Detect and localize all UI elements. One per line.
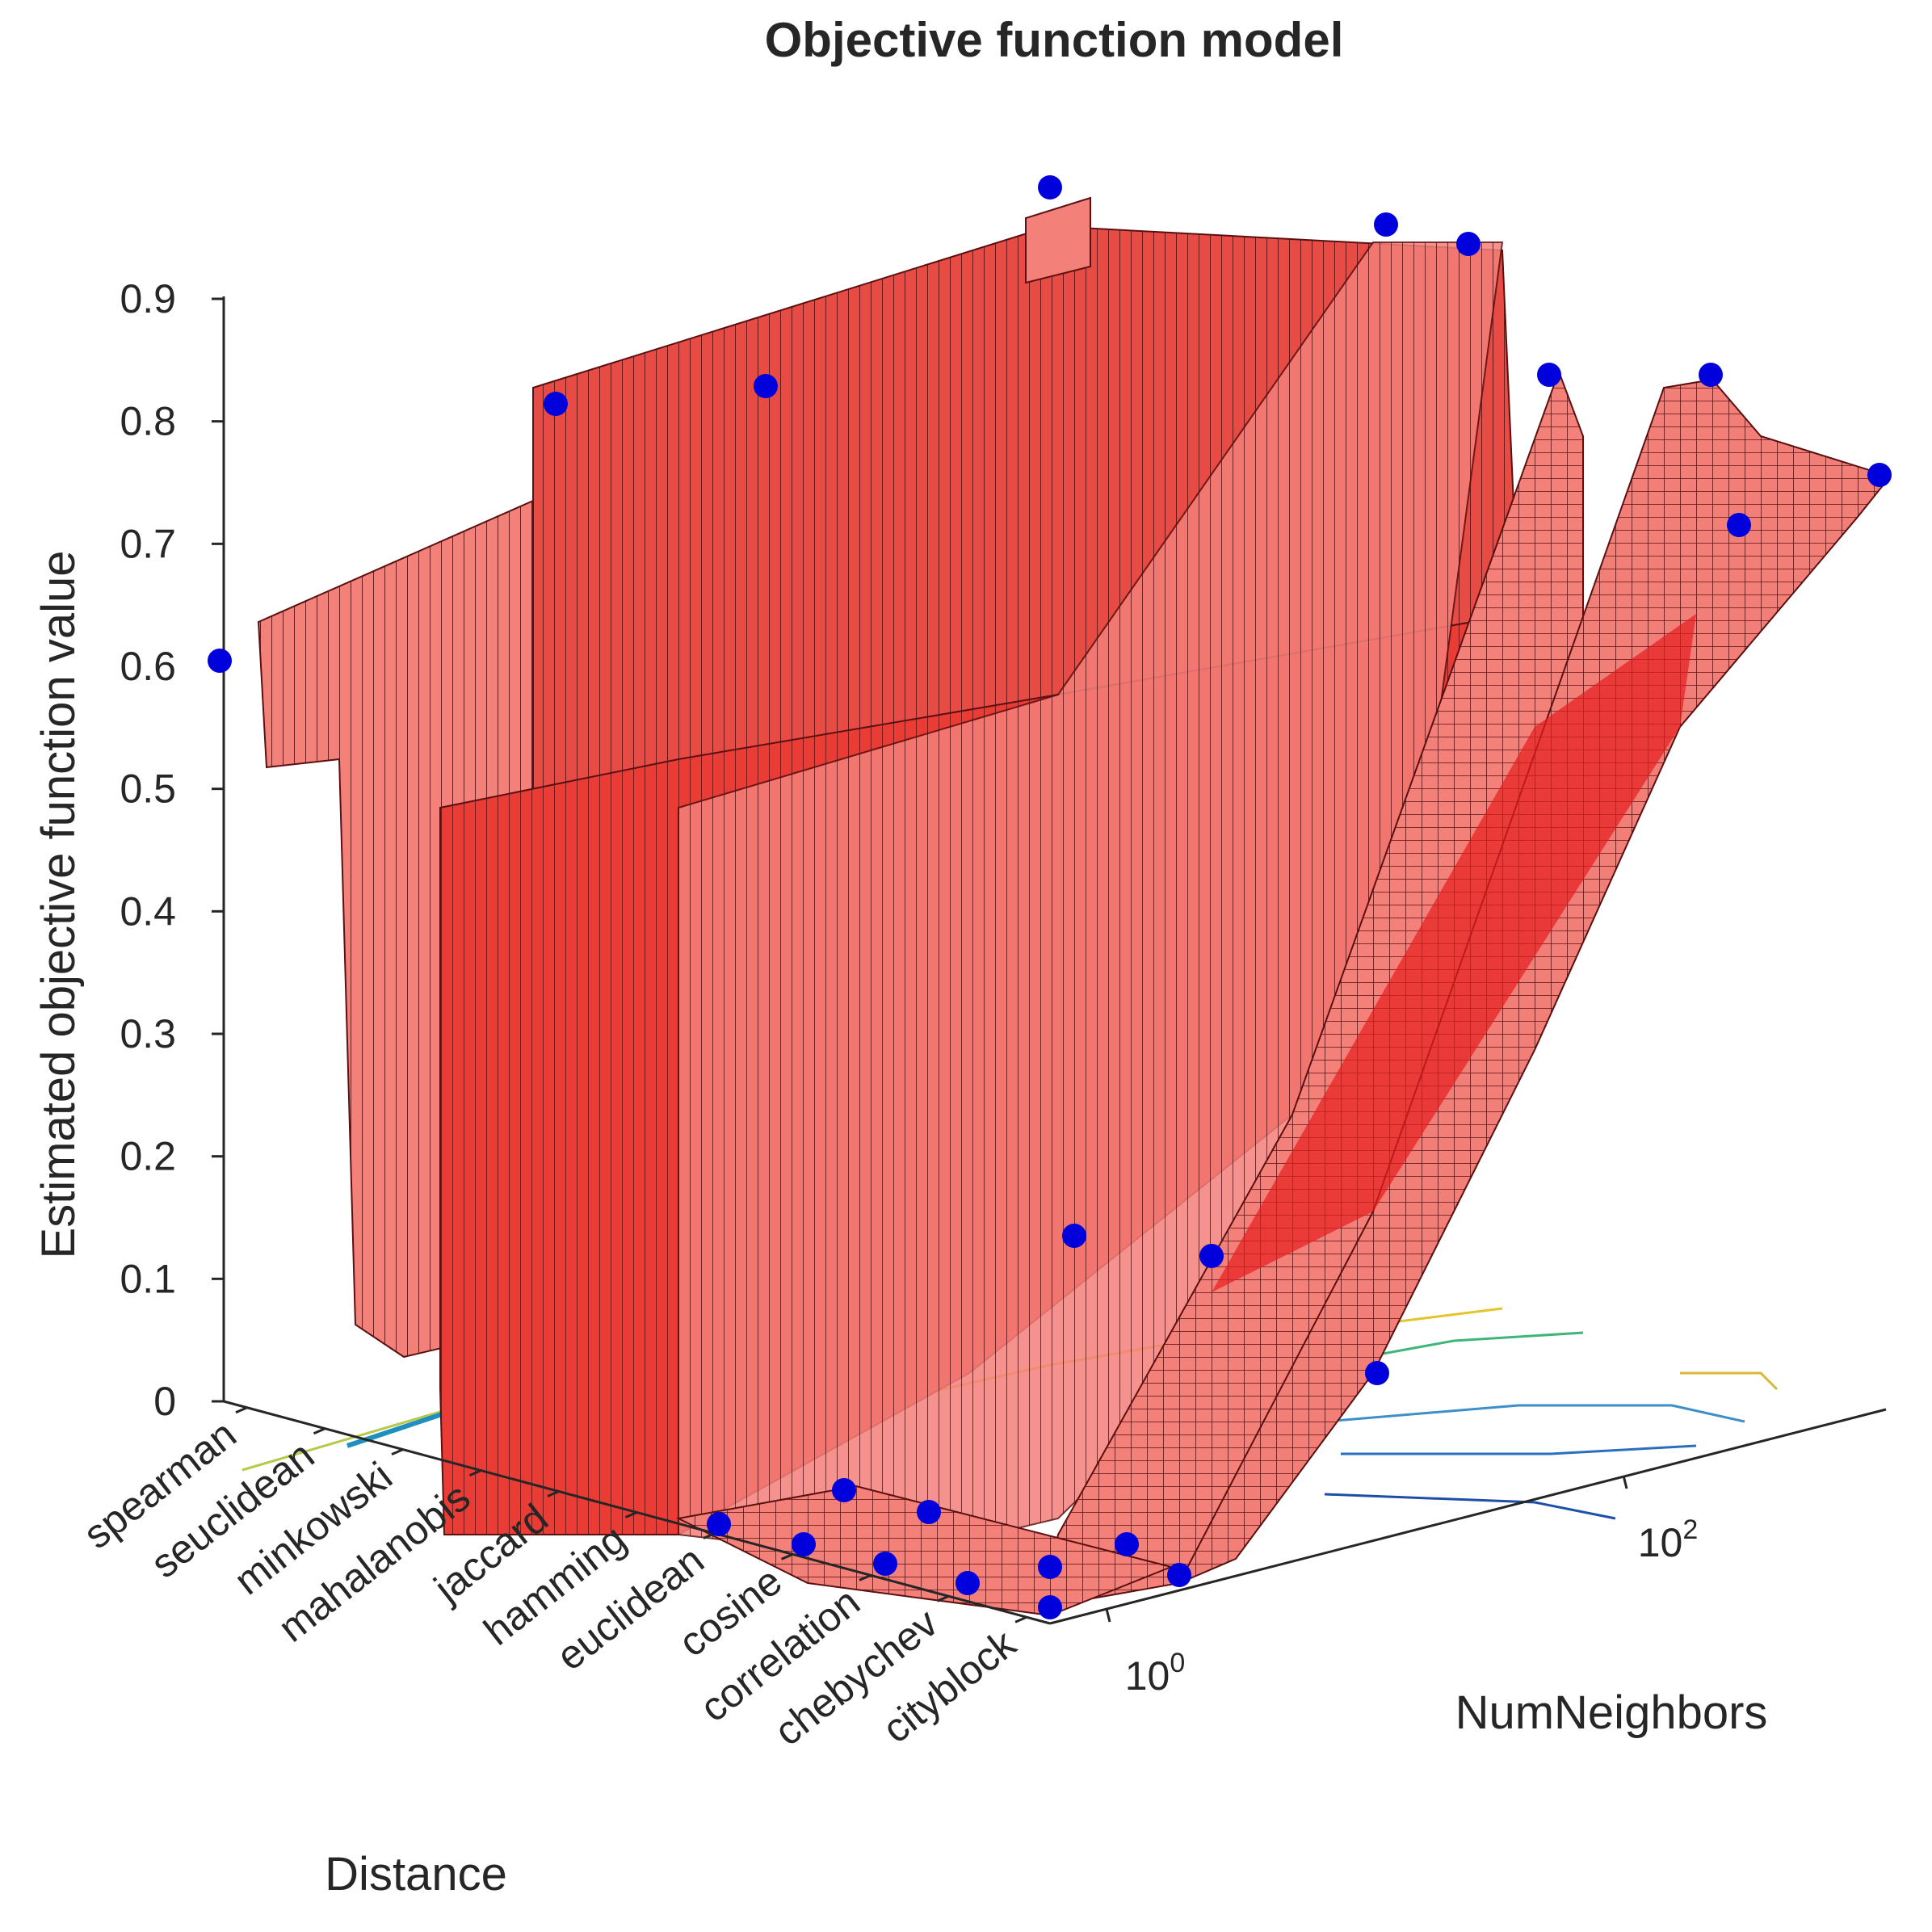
observed-point (1038, 1595, 1062, 1619)
z-tick-label: 0.5 (120, 766, 176, 812)
y-tick-label: 100 (1125, 1648, 1186, 1699)
observed-point (208, 649, 232, 673)
observed-point (1199, 1244, 1224, 1268)
observed-point (956, 1571, 980, 1595)
z-tick-label: 0.1 (120, 1256, 176, 1301)
observed-point (707, 1512, 731, 1536)
observed-point (792, 1532, 816, 1556)
z-tick-label: 0.7 (120, 521, 176, 566)
observed-point (1167, 1563, 1191, 1587)
z-tick-label: 0.8 (120, 399, 176, 444)
observed-point (1699, 363, 1723, 387)
x-tick-mark (624, 1511, 638, 1518)
observed-point (1038, 1555, 1062, 1579)
x-tick-mark (780, 1553, 794, 1560)
observed-point (1537, 363, 1561, 387)
x-tick-mark (1014, 1615, 1027, 1623)
y-tick-exponent: 0 (1170, 1648, 1185, 1678)
x-tick-mark (936, 1594, 950, 1602)
z-tick-label: 0.4 (120, 888, 176, 934)
observed-point (544, 392, 568, 416)
y-tick-label: 102 (1638, 1514, 1699, 1565)
z-tick-label: 0.6 (120, 644, 176, 689)
observed-point (1038, 175, 1062, 200)
y-tick-mark (1622, 1475, 1628, 1489)
x-tick-mark (468, 1469, 482, 1476)
z-tick-label: 0 (153, 1379, 176, 1424)
z-tick-label: 0.9 (120, 276, 176, 321)
z-tick-label: 0.2 (120, 1134, 176, 1179)
x-tick-mark (859, 1573, 872, 1581)
observed-point (1115, 1532, 1139, 1556)
y-tick-exponent: 2 (1682, 1514, 1698, 1545)
x-tick-mark (391, 1448, 404, 1456)
z-tick-label: 0.3 (120, 1011, 176, 1056)
observed-point (1365, 1361, 1389, 1385)
observed-point (873, 1552, 897, 1576)
observed-point (754, 374, 778, 398)
observed-points (208, 175, 1892, 1619)
observed-point (1867, 463, 1892, 487)
observed-point (1374, 212, 1398, 237)
y-tick-mark (1105, 1608, 1111, 1623)
y-tick-base: 10 (1638, 1520, 1683, 1565)
z-axis-label: Estimated objective function value (32, 551, 85, 1259)
x-tick-mark (547, 1490, 560, 1497)
x-tick-mark (313, 1427, 326, 1435)
y-axis-label: NumNeighbors (1455, 1686, 1768, 1739)
observed-point (1727, 513, 1751, 537)
observed-point (1456, 232, 1480, 256)
y-tick-base: 10 (1125, 1653, 1170, 1699)
objective-surface (257, 196, 1892, 1617)
z-axis-ticks: 0 0.1 0.2 0.3 0.4 0.5 0.6 0.7 0.8 0.9 (120, 276, 224, 1424)
chart-title: Objective function model (765, 13, 1344, 67)
observed-point (917, 1500, 941, 1524)
x-tick-mark (235, 1406, 248, 1414)
x-axis-label: Distance (325, 1848, 507, 1900)
observed-point (1062, 1224, 1086, 1248)
observed-point (832, 1478, 856, 1502)
